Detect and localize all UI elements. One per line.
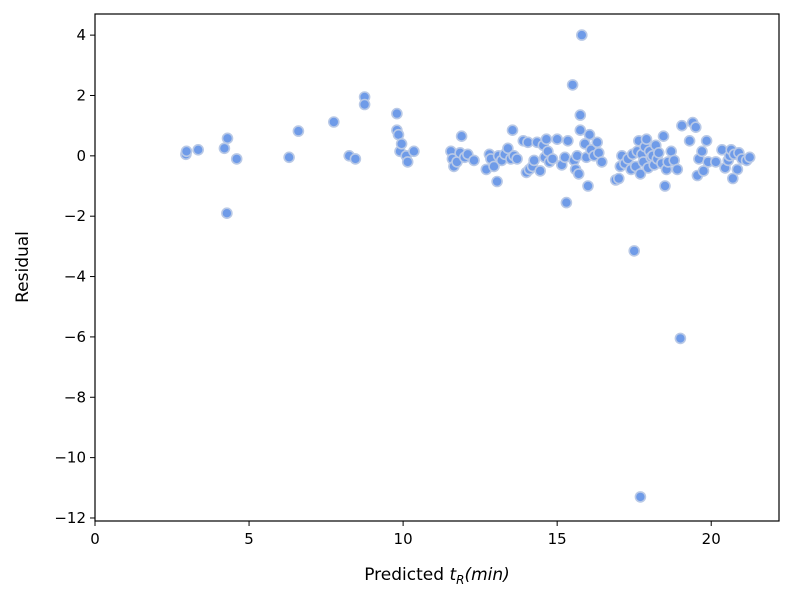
scatter-point (468, 154, 480, 167)
scatter-point (395, 138, 408, 150)
scatter-point (591, 136, 604, 149)
scatter-point (676, 119, 688, 132)
scatter-point (506, 124, 519, 136)
x-tick-label: 0 (90, 530, 100, 548)
scatter-point (221, 207, 233, 219)
scatter-point (566, 79, 579, 91)
scatter-point (546, 153, 559, 165)
y-tick-label: −12 (54, 509, 86, 527)
scatter-point (491, 175, 503, 188)
scatter-point (528, 154, 540, 167)
y-tick-label: 4 (76, 26, 86, 44)
x-axis: 0 5 10 15 20 (90, 521, 721, 548)
scatter-point (709, 156, 722, 168)
scatter-point (488, 160, 500, 173)
scatter-point (534, 165, 547, 177)
scatter-point (574, 124, 587, 136)
scatter-point (583, 128, 596, 141)
scatter-point (634, 491, 647, 503)
scatter-point (700, 135, 713, 147)
y-axis: 4 2 0 −2 −4 −6 −8 −10 −12 (54, 26, 95, 527)
scatter-point (683, 135, 696, 147)
scatter-point (731, 163, 744, 176)
scatter-point (595, 156, 608, 168)
scatter-point (192, 144, 204, 156)
x-tick-label: 5 (244, 530, 254, 548)
scatter-point (628, 245, 641, 257)
scatter-point (560, 196, 573, 209)
scatter-point (401, 156, 414, 168)
scatter-point (582, 180, 594, 192)
y-tick-label: −2 (64, 207, 86, 225)
scatter-point (574, 109, 587, 121)
scatter-point (349, 153, 362, 165)
y-tick-label: −8 (64, 388, 86, 406)
scatter-point (502, 142, 514, 155)
scatter-point (358, 98, 371, 111)
y-axis-label: Residual (13, 231, 33, 303)
scatter-point (391, 107, 403, 120)
scatter-point (180, 145, 193, 158)
x-tick-label: 10 (394, 530, 413, 548)
scatter-point (575, 29, 588, 41)
scatter-point (743, 151, 756, 164)
scatter-point (571, 150, 584, 162)
scatter-point (408, 145, 420, 158)
scatter-point (455, 130, 468, 142)
points-layer (180, 29, 756, 503)
x-axis-label: Predicted tR(min) (364, 565, 510, 587)
scatter-point (218, 142, 231, 155)
scatter-point (697, 165, 710, 177)
scatter-point (674, 332, 687, 345)
y-tick-label: 2 (76, 86, 86, 104)
scatter-point (283, 151, 295, 164)
scatter-point (726, 172, 739, 185)
scatter-point (540, 133, 553, 145)
scatter-point (327, 116, 340, 128)
plot-frame (94, 13, 780, 522)
scatter-point (652, 147, 665, 159)
y-tick-label: 0 (76, 147, 86, 165)
scatter-point (511, 153, 523, 165)
x-tick-label: 15 (548, 530, 567, 548)
y-tick-label: −4 (64, 268, 86, 286)
scatter-point (292, 125, 305, 137)
scatter-point (634, 168, 647, 180)
scatter-point (640, 133, 653, 145)
y-tick-label: −6 (64, 328, 86, 346)
scatter-point (612, 172, 625, 185)
scatter-point (657, 130, 670, 142)
scatter-point (659, 180, 671, 192)
scatter-point (696, 145, 708, 158)
scatter-point (221, 132, 234, 145)
scatter-point (562, 135, 574, 147)
scatter-point (230, 153, 243, 165)
scatter-point (551, 133, 564, 145)
scatter-point (671, 163, 684, 176)
scatter-point (572, 168, 585, 180)
x-tick-label: 20 (702, 530, 721, 548)
y-tick-label: −10 (54, 449, 86, 467)
scatter-point (689, 121, 702, 133)
